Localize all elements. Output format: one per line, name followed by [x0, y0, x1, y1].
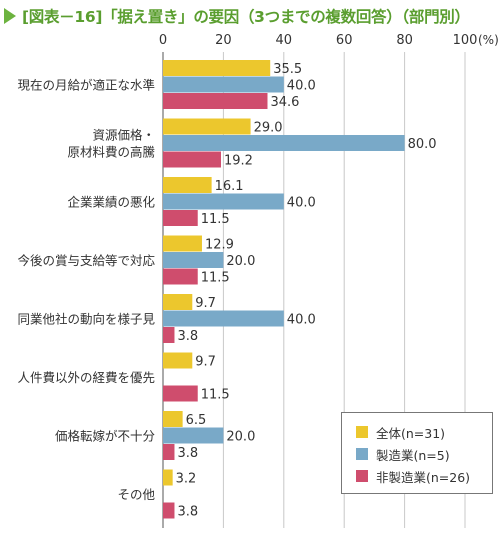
- data-label: 40.0: [287, 196, 316, 211]
- category-label: 現在の月給が適正な水準: [17, 78, 155, 93]
- data-label: 6.5: [186, 413, 207, 428]
- data-label: 80.0: [408, 137, 437, 152]
- category-label: 人件費以外の経費を優先: [17, 370, 155, 385]
- bar: [163, 385, 198, 402]
- x-tick-label: 20: [215, 33, 232, 48]
- bar: [163, 193, 284, 210]
- data-label: 9.7: [195, 355, 216, 370]
- bar: [163, 502, 175, 519]
- legend-label: 非製造業(n=26): [376, 469, 471, 485]
- data-label: 11.5: [201, 388, 230, 403]
- bar: [163, 327, 175, 343]
- category-label: 企業業績の悪化: [67, 195, 155, 210]
- legend-swatch: [356, 426, 368, 438]
- legend-swatch: [356, 448, 368, 460]
- legend-swatch: [356, 470, 368, 482]
- data-label: 20.0: [226, 430, 255, 445]
- bar: [163, 252, 224, 268]
- data-label: 20.0: [226, 254, 255, 269]
- x-tick-label: 40: [276, 33, 293, 48]
- bar: [163, 60, 271, 76]
- chart-title: [図表－16]「据え置き」の要因（3つまでの複数回答）（部門別）: [22, 8, 470, 26]
- data-label: 3.8: [177, 505, 198, 520]
- bar: [163, 469, 173, 486]
- title-marker-icon: [4, 8, 16, 24]
- title-row: [図表－16]「据え置き」の要因（3つまでの複数回答）（部門別）: [4, 3, 470, 29]
- bar: [163, 352, 193, 369]
- category-label: 同業他社の動向を様子見: [17, 312, 155, 327]
- legend-item: 全体(n=31): [356, 421, 492, 443]
- bar: [163, 427, 224, 444]
- data-label: 9.7: [195, 296, 216, 311]
- bar: [163, 118, 251, 135]
- data-label: 3.8: [177, 329, 198, 344]
- data-label: 34.6: [270, 95, 299, 110]
- data-label: 11.5: [201, 212, 230, 227]
- legend-label: 製造業(n=5): [376, 447, 450, 463]
- data-label: 35.5: [273, 62, 302, 77]
- bar: [163, 177, 212, 193]
- bar: [163, 294, 193, 310]
- data-label: 3.8: [177, 446, 198, 461]
- bar: [163, 268, 198, 285]
- legend: 全体(n=31) 製造業(n=5) 非製造業(n=26): [341, 412, 493, 494]
- data-label: 29.0: [254, 121, 283, 136]
- category-label: 資源価格・: [92, 128, 155, 143]
- category-label: 原材料費の高騰: [67, 145, 155, 160]
- data-label: 12.9: [205, 238, 234, 253]
- x-tick-label: 0: [159, 33, 167, 48]
- legend-item: 製造業(n=5): [356, 443, 492, 465]
- bar: [163, 310, 284, 327]
- x-tick-label: 100: [453, 33, 478, 48]
- x-tick-label: 60: [336, 33, 353, 48]
- bar: [163, 235, 202, 252]
- bar: [163, 135, 405, 151]
- data-label: 19.2: [224, 154, 253, 169]
- bar: [163, 411, 183, 427]
- data-label: 3.2: [176, 472, 197, 487]
- category-label: 価格転嫁が不十分: [55, 429, 155, 444]
- bar: [163, 151, 221, 168]
- bar: [163, 210, 198, 226]
- x-tick-label: 80: [396, 33, 413, 48]
- legend-label: 全体(n=31): [376, 425, 446, 441]
- bar: [163, 444, 175, 460]
- bar: [163, 93, 268, 109]
- category-label: 今後の賞与支給等で対応: [17, 253, 155, 268]
- data-label: 11.5: [201, 271, 230, 286]
- data-label: 40.0: [287, 79, 316, 94]
- data-label: 40.0: [287, 313, 316, 328]
- legend-item: 非製造業(n=26): [356, 465, 492, 487]
- category-label: その他: [117, 487, 155, 502]
- bar: [163, 76, 284, 93]
- x-unit-label: (%): [478, 33, 499, 47]
- data-label: 16.1: [215, 179, 244, 194]
